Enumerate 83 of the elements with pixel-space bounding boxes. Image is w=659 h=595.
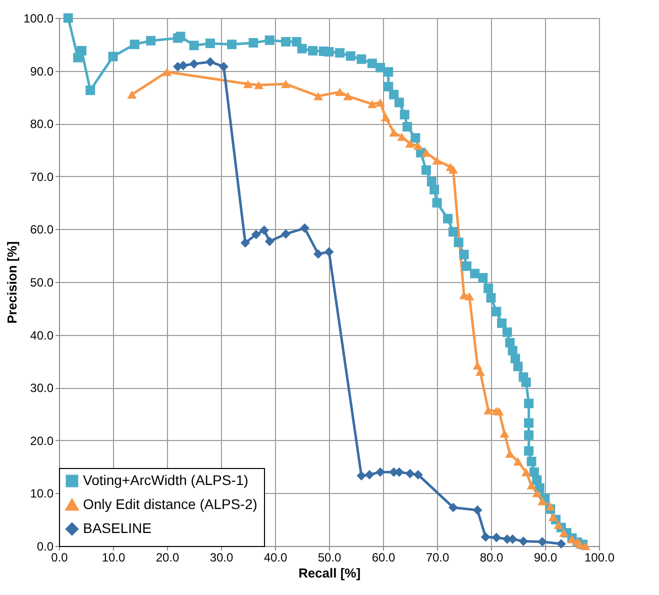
- x-tick-label: 80.0: [480, 550, 504, 564]
- point: [281, 229, 291, 239]
- x-tick-label: 10.0: [102, 550, 126, 564]
- point: [335, 88, 345, 96]
- y-axis-title: Precision [%]: [4, 241, 20, 324]
- point: [376, 98, 386, 107]
- x-tick-label: 20.0: [156, 550, 180, 564]
- point: [484, 406, 494, 414]
- x-tick-label: 30.0: [210, 550, 234, 564]
- point: [413, 142, 423, 150]
- point: [413, 470, 423, 480]
- point: [364, 470, 374, 480]
- y-tick-label: 60.0: [30, 222, 54, 237]
- point: [218, 62, 228, 72]
- point: [240, 238, 250, 248]
- point: [505, 449, 515, 458]
- y-tick-label: 50.0: [30, 276, 54, 290]
- point: [127, 90, 137, 99]
- point: [313, 249, 323, 259]
- x-tick-label: 70.0: [426, 550, 450, 564]
- point: [448, 165, 458, 174]
- point: [494, 407, 504, 416]
- legend-label: BASELINE: [83, 520, 152, 536]
- point: [254, 80, 264, 90]
- point: [380, 113, 390, 122]
- x-tick-label: 40.0: [264, 550, 288, 564]
- x-axis-title: Recall [%]: [298, 566, 361, 580]
- point: [500, 429, 510, 438]
- point: [376, 467, 386, 477]
- point: [526, 481, 536, 490]
- y-tick-label: 20.0: [30, 434, 54, 448]
- x-tick-label: 90.0: [534, 550, 558, 564]
- point: [464, 292, 474, 300]
- point: [546, 502, 556, 511]
- y-tick-label: 0.0: [36, 540, 54, 554]
- point: [205, 57, 215, 67]
- point: [343, 92, 353, 100]
- y-tick-label: 80.0: [30, 117, 54, 132]
- point: [356, 471, 366, 481]
- point: [480, 532, 490, 542]
- x-tick-label: 50.0: [318, 550, 342, 564]
- point: [554, 520, 564, 529]
- point: [389, 128, 399, 137]
- point: [281, 80, 291, 88]
- point: [405, 468, 415, 478]
- point: [521, 468, 531, 476]
- point: [548, 512, 558, 522]
- y-tick-label: 10.0: [30, 486, 54, 501]
- point: [448, 502, 458, 512]
- point: [251, 230, 261, 240]
- y-tick-label: 90.0: [30, 64, 54, 78]
- point: [556, 539, 566, 549]
- point: [518, 536, 528, 546]
- point: [300, 223, 310, 233]
- point: [162, 68, 172, 76]
- point: [513, 457, 523, 466]
- x-tick-label: 100.0: [584, 550, 615, 564]
- point: [538, 537, 548, 547]
- point: [559, 528, 569, 537]
- point: [432, 156, 442, 165]
- x-tick-label: 0.0: [51, 550, 68, 564]
- point: [243, 80, 253, 88]
- point: [421, 148, 431, 157]
- point: [324, 247, 334, 257]
- point: [580, 542, 590, 550]
- point: [264, 236, 274, 246]
- y-tick-label: 100.0: [23, 12, 54, 26]
- point: [313, 92, 323, 100]
- point: [367, 100, 377, 108]
- legend-label: Voting+ArcWidth (ALPS-1): [83, 472, 248, 488]
- x-tick-label: 60.0: [372, 550, 396, 564]
- point: [538, 497, 548, 506]
- point: [405, 140, 415, 148]
- point: [189, 59, 199, 69]
- y-tick-label: 30.0: [30, 381, 54, 396]
- point: [532, 489, 542, 498]
- legend-label: Only Edit distance (ALPS-2): [83, 496, 258, 512]
- y-tick-label: 40.0: [30, 328, 54, 342]
- point: [259, 226, 269, 235]
- point: [492, 532, 502, 542]
- point: [472, 361, 482, 370]
- y-tick-label: 70.0: [30, 170, 54, 184]
- point: [472, 505, 482, 515]
